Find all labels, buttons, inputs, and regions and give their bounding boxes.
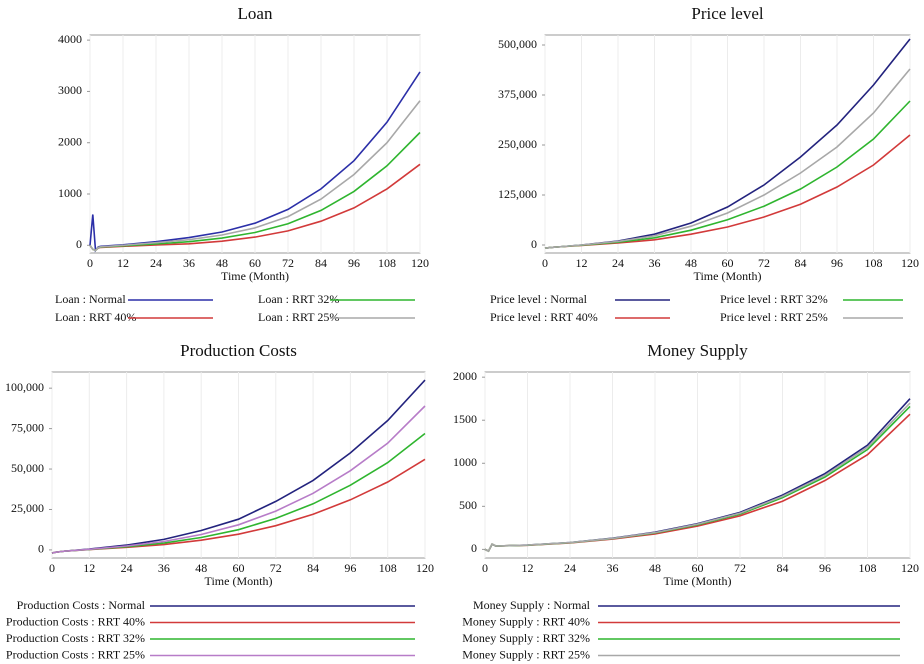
series-line: [484, 402, 911, 553]
y-tick-label: 375,000: [498, 87, 537, 101]
y-tick-label: 75,000: [11, 420, 44, 434]
x-tick-label: 60: [692, 561, 704, 575]
legend-label: Price level : RRT 25%: [720, 310, 828, 324]
legend-label: Loan : RRT 32%: [258, 292, 339, 306]
y-tick-label: 50,000: [11, 461, 44, 475]
x-tick-label: 72: [282, 256, 294, 270]
x-tick-label: 36: [158, 561, 170, 575]
x-tick-label: 0: [482, 561, 488, 575]
x-tick-label: 120: [901, 561, 919, 575]
x-axis-label: Time (Month): [221, 269, 289, 283]
legend-label: Production Costs : RRT 25%: [6, 647, 145, 661]
legend-label: Production Costs : RRT 40%: [6, 614, 145, 628]
x-tick-label: 48: [649, 561, 661, 575]
y-tick-label: 100,000: [5, 380, 44, 394]
x-tick-label: 96: [344, 561, 356, 575]
x-tick-label: 120: [901, 256, 919, 270]
legend-label: Loan : RRT 25%: [258, 310, 339, 324]
x-tick-label: 72: [758, 256, 770, 270]
legend-label: Production Costs : Normal: [17, 598, 146, 612]
x-tick-label: 108: [859, 561, 877, 575]
y-tick-label: 0: [471, 541, 477, 555]
y-tick-label: 500: [459, 498, 477, 512]
x-tick-label: 108: [379, 561, 397, 575]
legend-label: Money Supply : RRT 40%: [462, 614, 590, 628]
x-tick-label: 48: [216, 256, 228, 270]
x-tick-label: 120: [416, 561, 434, 575]
series-line: [89, 100, 421, 252]
x-tick-label: 0: [542, 256, 548, 270]
x-tick-label: 96: [348, 256, 360, 270]
x-tick-label: 84: [307, 561, 319, 575]
x-axis-label: Time (Month): [205, 574, 273, 588]
x-tick-label: 12: [83, 561, 95, 575]
y-tick-label: 2000: [453, 369, 477, 383]
y-tick-label: 1000: [58, 186, 82, 200]
x-tick-label: 12: [576, 256, 588, 270]
y-tick-label: 250,000: [498, 137, 537, 151]
legend-label: Money Supply : RRT 32%: [462, 631, 590, 645]
legend-label: Price level : Normal: [490, 292, 588, 306]
x-tick-label: 108: [378, 256, 396, 270]
legend-label: Price level : RRT 32%: [720, 292, 828, 306]
x-tick-label: 84: [315, 256, 327, 270]
x-tick-label: 24: [564, 561, 576, 575]
y-tick-label: 0: [76, 237, 82, 251]
x-tick-label: 120: [411, 256, 429, 270]
legend-label: Production Costs : RRT 32%: [6, 631, 145, 645]
x-tick-label: 24: [612, 256, 624, 270]
x-axis-label: Time (Month): [694, 269, 762, 283]
x-tick-label: 60: [249, 256, 261, 270]
chart-title: Price level: [691, 4, 763, 23]
y-tick-label: 1000: [453, 455, 477, 469]
y-tick-label: 0: [531, 237, 537, 251]
legend-label: Money Supply : Normal: [473, 598, 591, 612]
x-tick-label: 60: [233, 561, 245, 575]
y-tick-label: 4000: [58, 32, 82, 46]
x-tick-label: 96: [831, 256, 843, 270]
x-tick-label: 36: [649, 256, 661, 270]
x-tick-label: 48: [195, 561, 207, 575]
series-line: [51, 405, 426, 554]
x-tick-label: 36: [183, 256, 195, 270]
x-tick-label: 108: [865, 256, 883, 270]
y-tick-label: 125,000: [498, 187, 537, 201]
y-tick-label: 2000: [58, 134, 82, 148]
legend-label: Loan : RRT 40%: [55, 310, 136, 324]
chart-title: Money Supply: [647, 341, 748, 360]
x-tick-label: 72: [270, 561, 282, 575]
x-tick-label: 12: [117, 256, 129, 270]
y-tick-label: 0: [38, 542, 44, 556]
x-axis-label: Time (Month): [664, 574, 732, 588]
legend-label: Money Supply : RRT 25%: [462, 647, 590, 661]
x-tick-label: 24: [121, 561, 133, 575]
y-tick-label: 500,000: [498, 37, 537, 51]
x-tick-label: 60: [722, 256, 734, 270]
chart-title: Production Costs: [180, 341, 297, 360]
x-tick-label: 84: [795, 256, 807, 270]
legend-label: Price level : RRT 40%: [490, 310, 598, 324]
y-tick-label: 3000: [58, 83, 82, 97]
y-tick-label: 1500: [453, 412, 477, 426]
x-tick-label: 72: [734, 561, 746, 575]
y-tick-label: 25,000: [11, 501, 44, 515]
legend-label: Loan : Normal: [55, 292, 126, 306]
x-tick-label: 0: [87, 256, 93, 270]
x-tick-label: 0: [49, 561, 55, 575]
x-tick-label: 96: [819, 561, 831, 575]
x-tick-label: 36: [607, 561, 619, 575]
x-tick-label: 48: [685, 256, 697, 270]
x-tick-label: 24: [150, 256, 162, 270]
x-tick-label: 84: [777, 561, 789, 575]
series-line: [544, 68, 911, 249]
chart-title: Loan: [238, 4, 273, 23]
x-tick-label: 12: [522, 561, 534, 575]
